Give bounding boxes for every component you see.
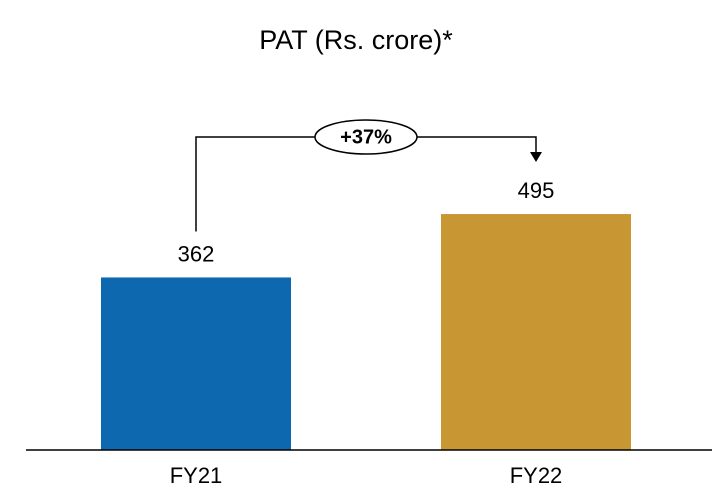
bar — [441, 214, 631, 450]
arrow-head — [530, 152, 542, 163]
annotation: +37% — [340, 126, 392, 148]
annotation-oval — [314, 119, 418, 155]
x-tick-label: FY22 — [510, 463, 563, 488]
bar — [101, 277, 291, 450]
value-label: 362 — [178, 241, 215, 266]
value-label: 495 — [518, 178, 555, 203]
x-tick-label: FY21 — [170, 463, 223, 488]
chart-title: PAT (Rs. crore)* — [259, 25, 453, 55]
